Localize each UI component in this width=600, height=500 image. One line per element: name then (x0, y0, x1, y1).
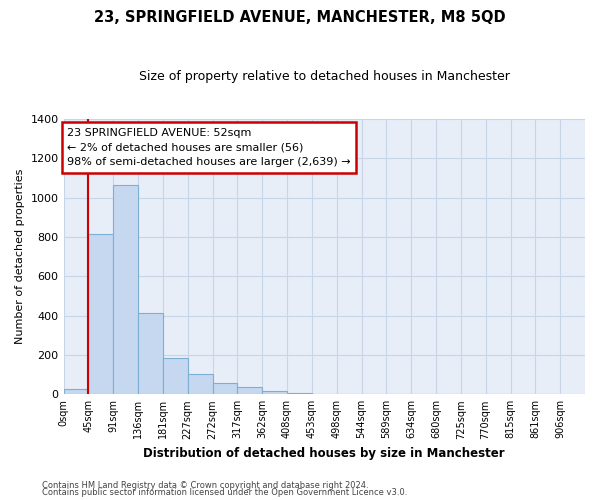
Text: 23, SPRINGFIELD AVENUE, MANCHESTER, M8 5QD: 23, SPRINGFIELD AVENUE, MANCHESTER, M8 5… (94, 10, 506, 25)
Text: Contains HM Land Registry data © Crown copyright and database right 2024.: Contains HM Land Registry data © Crown c… (42, 480, 368, 490)
Bar (113, 185, 138, 394)
Title: Size of property relative to detached houses in Manchester: Size of property relative to detached ho… (139, 70, 510, 83)
Bar (287, 392, 312, 394)
Bar (188, 374, 212, 394)
Bar (212, 383, 238, 394)
Text: 23 SPRINGFIELD AVENUE: 52sqm
← 2% of detached houses are smaller (56)
98% of sem: 23 SPRINGFIELD AVENUE: 52sqm ← 2% of det… (67, 128, 351, 168)
X-axis label: Distribution of detached houses by size in Manchester: Distribution of detached houses by size … (143, 447, 505, 460)
Bar (88, 234, 113, 394)
Bar (238, 387, 262, 394)
Y-axis label: Number of detached properties: Number of detached properties (15, 169, 25, 344)
Bar (138, 312, 163, 394)
Bar (163, 358, 188, 395)
Bar (262, 391, 287, 394)
Text: Contains public sector information licensed under the Open Government Licence v3: Contains public sector information licen… (42, 488, 407, 497)
Bar (64, 390, 88, 394)
